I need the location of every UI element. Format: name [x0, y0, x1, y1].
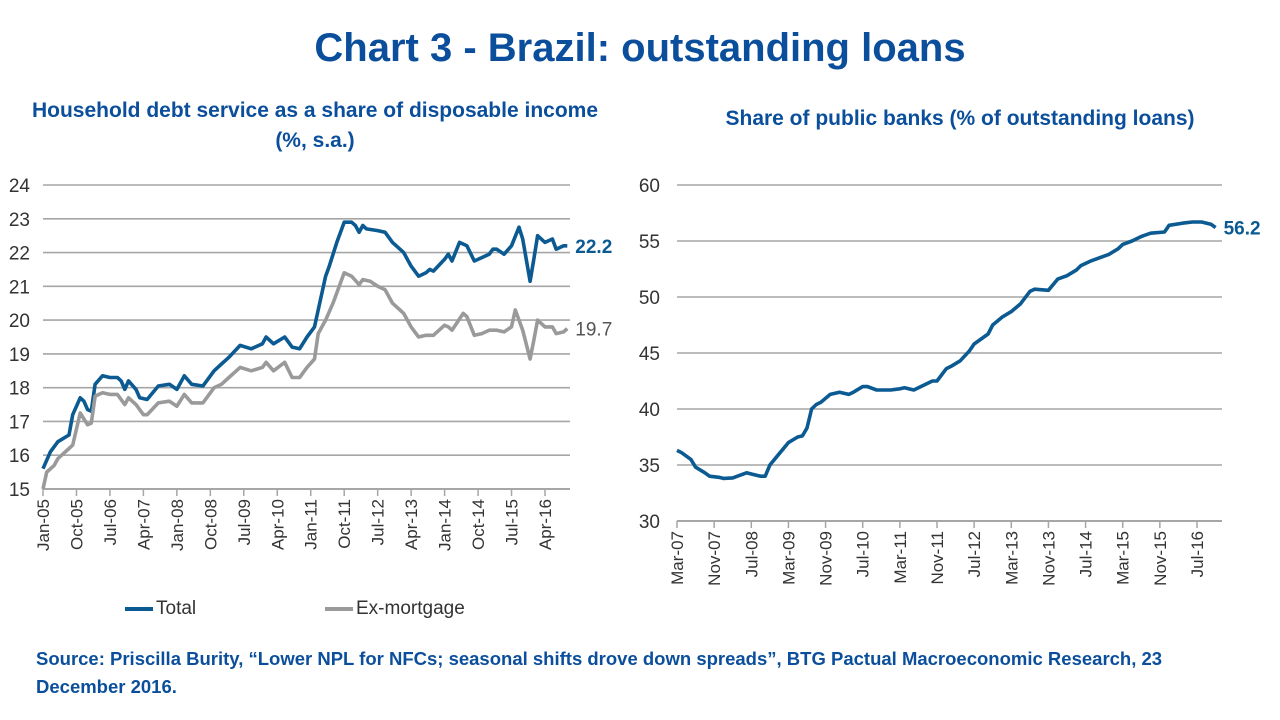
- y-tick-label: 55: [639, 232, 660, 253]
- legend-swatch-ex-mortgage: [325, 607, 353, 611]
- x-tick-label: Jul-12: [369, 499, 388, 545]
- y-tick-label: 30: [639, 512, 660, 533]
- source-note: Source: Priscilla Burity, “Lower NPL for…: [36, 648, 1163, 697]
- y-tick-label: 24: [9, 176, 31, 197]
- x-tick-label: Mar-09: [779, 531, 798, 585]
- x-tick-label: Jul-09: [235, 499, 254, 545]
- y-tick-label: 23: [9, 210, 30, 231]
- x-tick-label: Apr-16: [536, 499, 555, 550]
- x-tick-label: Mar-15: [1114, 531, 1133, 585]
- right-chart-title: Share of public banks (% of outstanding …: [725, 107, 1195, 130]
- x-tick-label: Oct-14: [469, 499, 488, 550]
- x-tick-label: Jul-06: [101, 499, 120, 545]
- y-tick-label: 17: [9, 412, 30, 433]
- y-tick-label: 20: [9, 311, 30, 332]
- left-chart-title: Household debt service as a share of dis…: [31, 99, 598, 152]
- legend-swatch-total: [125, 607, 153, 611]
- y-tick-label: 19: [9, 345, 30, 366]
- end-value-label: 56.2: [1224, 219, 1261, 240]
- series-line: [676, 220, 1217, 481]
- y-tick-label: 35: [639, 456, 660, 477]
- legend-label-ex-mortgage: Ex-mortgage: [356, 598, 465, 619]
- y-tick-label: 22: [9, 244, 30, 265]
- x-tick-label: Jan-08: [168, 499, 187, 551]
- y-tick-label: 45: [639, 344, 660, 365]
- total-line: [41, 220, 568, 470]
- legend-item-total: Total: [125, 598, 196, 620]
- ex-mortgage-line: [41, 271, 569, 490]
- y-tick-label: 60: [639, 176, 660, 197]
- x-tick-label: Jan-05: [34, 499, 53, 551]
- household-debt-service-chart: 15 16 17 18 19 20 21 22 23 24 Jan-05 Oct-05 Jul-06 Ap…: [9, 176, 612, 551]
- x-tick-label: Mar-07: [668, 531, 687, 585]
- x-tick-label: Apr-10: [268, 499, 287, 550]
- x-tick-label: Apr-13: [402, 499, 421, 550]
- y-tick-label: 50: [639, 288, 660, 309]
- x-tick-label: Jul-12: [965, 531, 984, 577]
- y-tick-label: 15: [9, 480, 30, 501]
- x-tick-label: Nov-09: [817, 531, 836, 586]
- x-tick-label: Mar-11: [891, 531, 910, 584]
- x-tick-label: Jul-10: [854, 531, 873, 577]
- x-tick-label: Jul-08: [742, 531, 761, 577]
- x-tick-label: Oct-11: [335, 499, 354, 549]
- x-tick-label: Nov-11: [928, 531, 947, 585]
- x-tick-label: Nov-07: [705, 531, 724, 586]
- x-tick-label: Jul-16: [1188, 531, 1207, 577]
- x-tick-label: Jan-14: [436, 499, 455, 551]
- page-title: Chart 3 - Brazil: outstanding loans: [314, 26, 966, 70]
- y-tick-label: 21: [9, 277, 30, 298]
- x-tick-label: Nov-13: [1039, 531, 1058, 586]
- y-tick-label: 18: [9, 379, 30, 400]
- x-tick-label: Jan-11: [302, 499, 321, 550]
- x-tick-label: Apr-07: [134, 499, 153, 550]
- public-banks-share-chart: 30 35 40 45 50 55 60 Mar-07 Nov-07 Jul-08 Mar-09 No…: [639, 176, 1261, 586]
- x-tick-label: Mar-13: [1002, 531, 1021, 585]
- x-tick-label: Nov-15: [1151, 531, 1170, 586]
- legend-item-ex-mortgage: Ex-mortgage: [325, 598, 465, 620]
- end-value-label: 22.2: [575, 237, 612, 258]
- x-tick-label: Jul-15: [503, 499, 522, 545]
- x-tick-label: Oct-08: [201, 499, 220, 550]
- x-tick-label: Oct-05: [67, 499, 86, 550]
- y-tick-label: 40: [639, 400, 660, 421]
- end-value-label: 19.7: [575, 320, 612, 341]
- y-tick-label: 16: [9, 446, 30, 467]
- x-tick-label: Jul-14: [1077, 531, 1096, 577]
- legend-label-total: Total: [156, 598, 197, 619]
